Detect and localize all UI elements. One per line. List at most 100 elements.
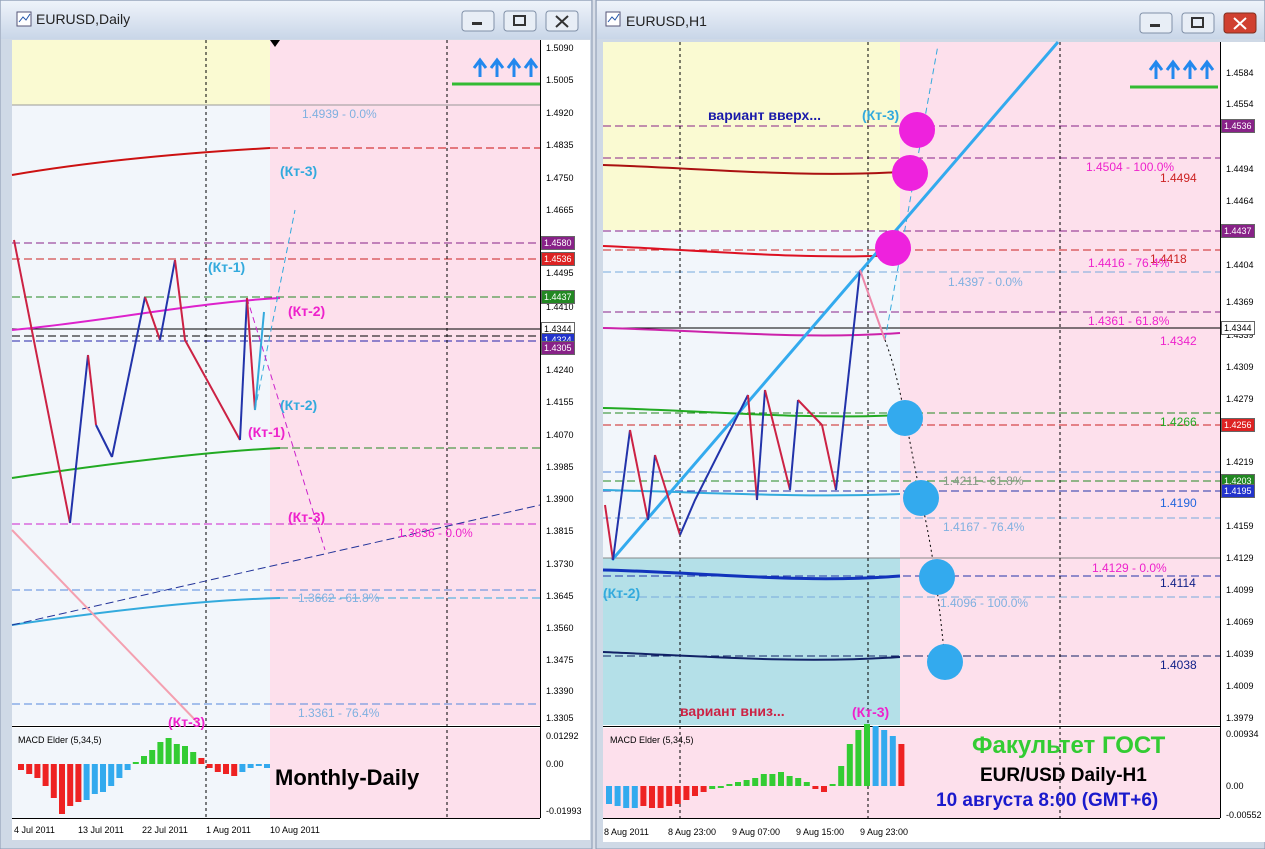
price-tick: 1.3305: [546, 713, 574, 723]
price-tick: 1.4309: [1226, 362, 1254, 372]
annotation: вариант вверх...: [708, 107, 821, 123]
annotation: 1.4211 - 61.8%: [943, 474, 1024, 488]
macd-bar: [889, 736, 896, 786]
macd-bar: [247, 764, 254, 768]
window-title: EURUSD,H1: [626, 13, 707, 29]
price-tick: 1.4129: [1226, 553, 1254, 563]
macd-bar: [34, 764, 41, 778]
annotation: 1.4361 - 61.8%: [1088, 314, 1170, 328]
macd-bar: [829, 784, 836, 786]
indicator-tick: 0.00: [1226, 781, 1244, 791]
macd-bar: [881, 730, 888, 786]
macd-bar: [752, 778, 759, 786]
annotation: (Кт-1): [248, 424, 286, 440]
up-arrow: [1165, 59, 1181, 79]
price-tick: 1.3900: [546, 494, 574, 504]
macd-bar: [649, 786, 655, 808]
date-label: 10 Aug 2011: [270, 825, 320, 835]
date-label: 9 Aug 07:00: [732, 827, 781, 837]
annotation: (Кт-2): [603, 585, 641, 601]
annotation: 1.4096 - 100.0%: [940, 596, 1029, 610]
price-tick: 1.4404: [1226, 260, 1254, 270]
price-label: 1.4344: [541, 322, 575, 336]
macd-bar: [26, 764, 33, 774]
price-tick: 1.4835: [546, 140, 574, 150]
macd-bar: [149, 750, 156, 764]
price-tick: 1.3645: [546, 591, 574, 601]
macd-bar: [59, 764, 65, 814]
macd-bar: [231, 764, 238, 776]
macd-bar: [631, 786, 638, 808]
macd-bar: [769, 774, 776, 786]
macd-bar: [760, 774, 767, 786]
macd-bar: [190, 752, 197, 764]
price-tick: 1.4369: [1226, 297, 1254, 307]
price-tick: 1.5005: [546, 75, 574, 85]
macd-bar: [683, 786, 690, 800]
macd-bar: [864, 724, 870, 786]
price-tick: 1.3979: [1226, 713, 1254, 723]
macd-bar: [803, 782, 810, 786]
price-tick: 1.4279: [1226, 394, 1254, 404]
macd-bar: [116, 764, 123, 778]
annotation: 1.4167 - 76.4%: [943, 520, 1025, 534]
macd-bar: [709, 786, 716, 789]
macd-bar: [198, 758, 205, 764]
macd-bar: [786, 776, 793, 786]
macd-bar: [692, 786, 698, 796]
annotation: 1.3836 - 0.0%: [398, 526, 473, 540]
price-tick: 1.3815: [546, 526, 574, 536]
window-buttons[interactable]: [461, 10, 579, 32]
macd-bar: [855, 730, 862, 786]
trend-arrows: [472, 57, 1215, 79]
macd-bar: [838, 766, 845, 786]
indicator-name: MACD Elder (5,34,5): [610, 735, 694, 745]
annotation: 1.4342: [1160, 334, 1197, 348]
window-right: [595, 0, 1265, 849]
macd-bar: [614, 786, 621, 806]
price-tick: 1.3985: [546, 462, 574, 472]
annotation: вариант вниз...: [680, 703, 785, 719]
macd-bar: [165, 738, 172, 764]
window-left: [0, 0, 593, 849]
price-label: 1.4195: [1221, 484, 1255, 498]
window-buttons[interactable]: [1139, 12, 1257, 34]
macd-bar: [795, 778, 802, 786]
macd-bar: [91, 764, 98, 794]
annotation: 1.3662 - 61.8%: [298, 591, 380, 605]
macd-bar: [674, 786, 681, 804]
annotation: 1.3361 - 76.4%: [298, 706, 380, 720]
window-title: EURUSD,Daily: [36, 11, 131, 27]
macd-bar: [124, 764, 131, 770]
price-tick: 1.4920: [546, 108, 574, 118]
annotation: 1.4939 - 0.0%: [302, 107, 377, 121]
price-tick: 1.4070: [546, 430, 574, 440]
price-tick: 1.4039: [1226, 649, 1254, 659]
price-tick: 1.4099: [1226, 585, 1254, 595]
price-label: 1.4437: [1221, 224, 1255, 238]
macd-bar: [223, 764, 229, 774]
annotation: (Кт-3): [852, 704, 890, 720]
macd-bar: [157, 742, 164, 764]
annotation: (Кт-1): [208, 259, 246, 275]
macd-bar: [100, 764, 106, 792]
price-tick: 1.4339: [1226, 330, 1254, 340]
price-label: 1.4536: [541, 252, 575, 266]
macd-bar: [657, 786, 664, 808]
macd-bar: [42, 764, 49, 786]
annotation: 1.4504 - 100.0%: [1086, 160, 1175, 174]
annotation: 1.4266: [1160, 415, 1197, 429]
macd-histogram: [18, 724, 905, 814]
price-tick: 1.3730: [546, 559, 574, 569]
price-tick: 1.3390: [546, 686, 574, 696]
indicator-tick: 0.01292: [546, 731, 579, 741]
price-tick: 1.4464: [1226, 196, 1254, 206]
annotation: 1.4494: [1160, 171, 1197, 185]
price-tick: 1.4665: [546, 205, 574, 215]
annotation: 1.4038: [1160, 658, 1197, 672]
annotation: 1.4114: [1160, 576, 1196, 590]
annotation: (Кт-2): [280, 397, 318, 413]
price-tick: 1.3560: [546, 623, 574, 633]
up-arrow: [506, 57, 522, 77]
price-tick: 1.4750: [546, 173, 574, 183]
